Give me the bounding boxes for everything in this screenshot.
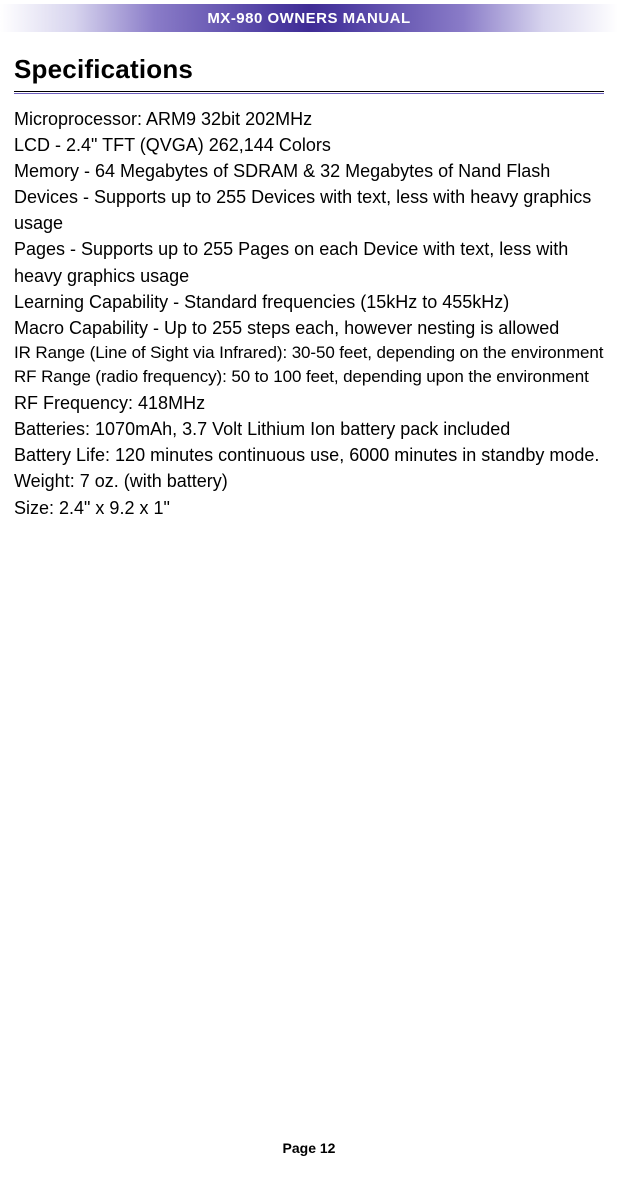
spec-line: Memory - 64 Megabytes of SDRAM & 32 Mega…	[14, 158, 604, 184]
spec-line: Batteries: 1070mAh, 3.7 Volt Lithium Ion…	[14, 416, 604, 442]
spec-line: Learning Capability - Standard frequenci…	[14, 289, 604, 315]
section-rule	[14, 91, 604, 92]
spec-line: IR Range (Line of Sight via Infrared): 3…	[14, 341, 604, 366]
spec-line: Battery Life: 120 minutes continuous use…	[14, 442, 604, 468]
spec-line: Pages - Supports up to 255 Pages on each…	[14, 236, 604, 288]
header-product: MX-980	[207, 10, 263, 27]
spec-line: Devices - Supports up to 255 Devices wit…	[14, 184, 604, 236]
spec-line: Microprocessor: ARM9 32bit 202MHz	[14, 106, 604, 132]
header-tail: OWNERS MANUAL	[263, 10, 411, 27]
page-number: Page 12	[0, 1140, 618, 1156]
section-title: Specifications	[14, 54, 604, 85]
spec-line: Macro Capability - Up to 255 steps each,…	[14, 315, 604, 341]
content: Specifications Microprocessor: ARM9 32bi…	[0, 32, 618, 521]
spec-line: Size: 2.4" x 9.2 x 1"	[14, 495, 604, 521]
spec-line: LCD - 2.4" TFT (QVGA) 262,144 Colors	[14, 132, 604, 158]
header-bar: MX-980 OWNERS MANUAL	[0, 4, 618, 32]
spec-list: Microprocessor: ARM9 32bit 202MHzLCD - 2…	[14, 106, 604, 521]
spec-line: RF Range (radio frequency): 50 to 100 fe…	[14, 365, 604, 390]
spec-line: RF Frequency: 418MHz	[14, 390, 604, 416]
spec-line: Weight: 7 oz. (with battery)	[14, 468, 604, 494]
header-title: MX-980 OWNERS MANUAL	[207, 10, 410, 27]
